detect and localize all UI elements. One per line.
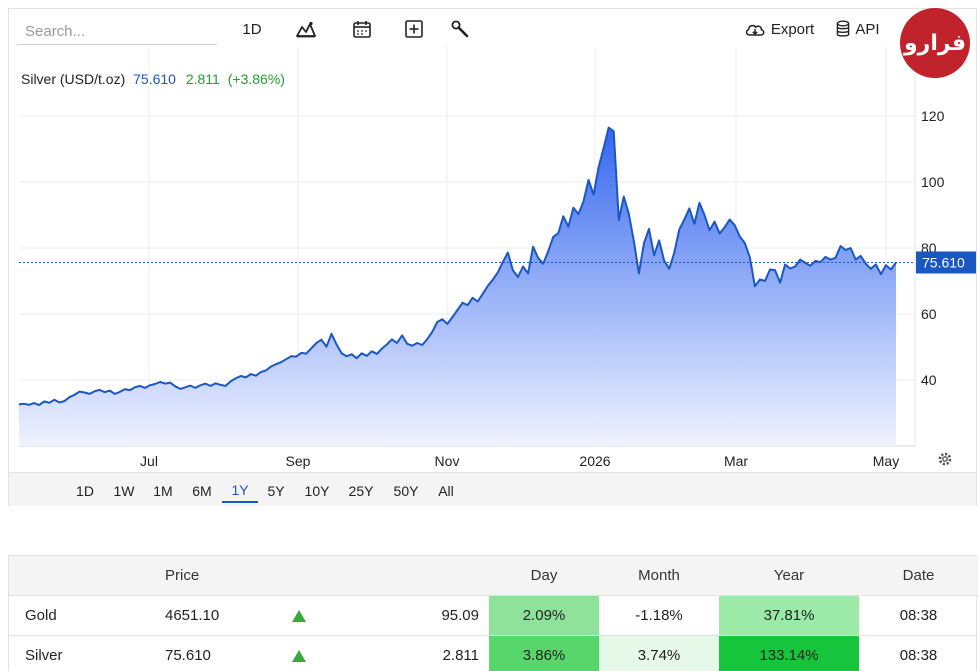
row-date: 08:38 xyxy=(859,595,978,636)
export-button[interactable]: Export xyxy=(743,15,815,43)
instrument-name: Silver (USD/t.oz) xyxy=(21,71,126,87)
api-label: API xyxy=(855,20,880,38)
plus-box-icon xyxy=(405,20,423,38)
site-logo: فرارو xyxy=(900,8,970,78)
row-change: 95.09 xyxy=(349,595,489,636)
x-tick-label: Mar xyxy=(724,453,748,469)
price-area xyxy=(19,127,896,446)
range-50y[interactable]: 50Y xyxy=(393,483,419,499)
x-tick-label: May xyxy=(873,453,899,469)
calendar-icon xyxy=(353,21,371,38)
table-header-row: Price Day Month Year Date xyxy=(9,556,978,596)
range-5y[interactable]: 5Y xyxy=(267,483,285,499)
x-tick-label: 2026 xyxy=(579,453,610,469)
row-day: 3.86% xyxy=(489,635,599,671)
row-price: 4651.10 xyxy=(119,595,249,636)
last-price-label: 75.610 xyxy=(922,254,965,270)
header-year: Year xyxy=(719,556,859,596)
row-day: 2.09% xyxy=(489,595,599,636)
quotes-table: Price Day Month Year Date Gold 4651.10 9… xyxy=(8,555,978,671)
chart-type-button[interactable] xyxy=(293,15,319,43)
up-arrow-icon xyxy=(292,649,306,662)
instrument-change-pct: (+3.86%) xyxy=(227,71,285,87)
wrench-icon xyxy=(451,20,469,38)
header-instrument xyxy=(9,556,119,596)
mountain-chart-icon xyxy=(296,21,316,38)
row-name[interactable]: Gold xyxy=(9,595,119,636)
x-tick-label: Sep xyxy=(286,453,311,469)
row-name[interactable]: Silver xyxy=(9,635,119,671)
y-tick-label: 100 xyxy=(921,174,945,190)
gear-icon xyxy=(938,452,952,466)
row-year: 133.14% xyxy=(719,635,859,671)
x-tick-label: Jul xyxy=(140,453,158,469)
last-price-marker: 75.610 xyxy=(916,251,976,274)
logo-text: فرارو xyxy=(904,30,966,55)
range-all[interactable]: All xyxy=(438,483,454,499)
header-direction xyxy=(249,556,349,596)
range-1w[interactable]: 1W xyxy=(113,483,135,499)
chart-panel: 1D xyxy=(8,8,977,506)
range-1y[interactable]: 1Y xyxy=(222,479,258,503)
table-row[interactable]: Silver 75.610 2.811 3.86% 3.74% 133.14% … xyxy=(9,635,978,671)
date-range-button[interactable] xyxy=(349,15,375,43)
row-trend xyxy=(249,595,349,636)
header-day: Day xyxy=(489,556,599,596)
y-tick-label: 40 xyxy=(921,372,937,388)
header-date: Date xyxy=(859,556,978,596)
y-tick-label: 120 xyxy=(921,108,945,124)
price-line xyxy=(18,126,897,407)
table-row[interactable]: Gold 4651.10 95.09 2.09% -1.18% 37.81% 0… xyxy=(9,595,978,636)
interval-label: 1D xyxy=(242,20,262,38)
chart-settings-button[interactable] xyxy=(938,452,952,466)
row-month: -1.18% xyxy=(599,595,719,636)
api-button[interactable]: API xyxy=(835,15,881,43)
y-tick-label: 60 xyxy=(921,306,937,322)
range-25y[interactable]: 25Y xyxy=(348,483,374,499)
header-month: Month xyxy=(599,556,719,596)
range-10y[interactable]: 10Y xyxy=(304,483,330,499)
range-1d[interactable]: 1D xyxy=(76,483,94,499)
interval-button[interactable]: 1D xyxy=(237,15,267,43)
range-6m[interactable]: 6M xyxy=(192,483,212,499)
instrument-change: 2.811 xyxy=(185,71,220,87)
row-price: 75.610 xyxy=(119,635,249,671)
range-1m[interactable]: 1M xyxy=(153,483,173,499)
up-arrow-icon xyxy=(292,609,306,622)
add-indicator-button[interactable] xyxy=(401,15,427,43)
row-month: 3.74% xyxy=(599,635,719,671)
cloud-download-icon xyxy=(745,24,765,36)
instrument-price: 75.610 xyxy=(133,71,176,87)
instrument-header: Silver (USD/t.oz) 75.610 2.811 (+3.86%) xyxy=(21,71,285,87)
database-icon xyxy=(837,20,850,37)
x-tick-label: Nov xyxy=(435,453,460,469)
row-change: 2.811 xyxy=(349,635,489,671)
chart-toolbar: 1D xyxy=(9,9,978,51)
row-trend xyxy=(249,635,349,671)
search-input[interactable] xyxy=(17,19,217,45)
header-price: Price xyxy=(119,556,249,596)
row-year: 37.81% xyxy=(719,595,859,636)
row-date: 08:38 xyxy=(859,635,978,671)
export-label: Export xyxy=(770,20,815,38)
range-selector: 1D 1W 1M 6M 1Y 5Y 10Y 25Y 50Y All xyxy=(9,472,976,506)
settings-tools-button[interactable] xyxy=(447,15,473,43)
header-change xyxy=(349,556,489,596)
